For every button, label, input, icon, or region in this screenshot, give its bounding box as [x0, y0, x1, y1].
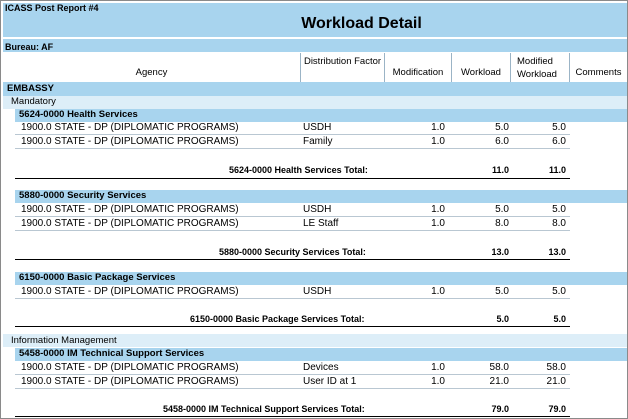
- table-cell-modification: 1.0: [431, 218, 445, 229]
- table-cell-modification: 1.0: [431, 362, 445, 373]
- service-total-modified: 13.0: [548, 247, 566, 257]
- category-title: Mandatory: [11, 96, 56, 107]
- bureau-band: [3, 39, 627, 52]
- table-cell-modification: 1.0: [431, 204, 445, 215]
- table-cell-agency: 1900.0 STATE - DP (DIPLOMATIC PROGRAMS): [21, 204, 239, 215]
- table-cell-factor: Family: [303, 136, 333, 147]
- column-header-agency: Agency: [135, 67, 168, 78]
- column-header-comments: Comments: [575, 67, 622, 78]
- service-total-workload: 11.0: [491, 165, 509, 175]
- table-cell-workload: 8.0: [495, 218, 509, 229]
- service-total-workload: 13.0: [491, 247, 509, 257]
- category-band: [3, 96, 627, 109]
- service-total-label: 5458-0000 IM Technical Support Services …: [163, 404, 365, 414]
- page-title: Workload Detail: [301, 15, 422, 32]
- table-cell-agency: 1900.0 STATE - DP (DIPLOMATIC PROGRAMS): [21, 376, 239, 387]
- column-header-modification: Modification: [392, 67, 444, 78]
- group-title: EMBASSY: [7, 83, 54, 94]
- table-cell-agency: 1900.0 STATE - DP (DIPLOMATIC PROGRAMS): [21, 286, 239, 297]
- service-band: [15, 109, 627, 122]
- total-divider: [15, 259, 570, 260]
- service-total-modified: 79.0: [548, 404, 566, 414]
- table-cell-modified-workload: 5.0: [552, 286, 566, 297]
- service-title: 5458-0000 IM Technical Support Services: [19, 348, 205, 359]
- group-band: [3, 82, 627, 96]
- row-divider: [15, 298, 570, 299]
- service-total-label: 5880-0000 Security Services Total:: [219, 247, 366, 257]
- table-cell-factor: User ID at 1: [303, 376, 357, 387]
- table-cell-agency: 1900.0 STATE - DP (DIPLOMATIC PROGRAMS): [21, 218, 239, 229]
- bureau-label: Bureau: AF: [5, 42, 54, 52]
- table-cell-workload: 5.0: [495, 204, 509, 215]
- service-total-label: 6150-0000 Basic Package Services Total:: [190, 314, 365, 324]
- column-divider: [510, 53, 511, 83]
- table-cell-modified-workload: 21.0: [546, 376, 566, 387]
- table-cell-workload: 5.0: [495, 286, 509, 297]
- table-cell-workload: 21.0: [489, 376, 509, 387]
- table-cell-modification: 1.0: [431, 122, 445, 133]
- table-cell-modification: 1.0: [431, 376, 445, 387]
- table-cell-agency: 1900.0 STATE - DP (DIPLOMATIC PROGRAMS): [21, 362, 239, 373]
- table-cell-modified-workload: 58.0: [546, 362, 566, 373]
- service-total-workload: 5.0: [496, 314, 509, 324]
- service-band: [15, 190, 627, 203]
- service-total-label: 5624-0000 Health Services Total:: [229, 165, 368, 175]
- category-band: [3, 334, 627, 347]
- table-cell-modified-workload: 5.0: [552, 204, 566, 215]
- row-divider: [15, 388, 570, 389]
- table-cell-workload: 6.0: [495, 136, 509, 147]
- table-cell-modification: 1.0: [431, 286, 445, 297]
- service-title: 5880-0000 Security Services: [19, 190, 147, 201]
- service-total-workload: 79.0: [491, 404, 509, 414]
- table-cell-factor: Devices: [303, 362, 339, 373]
- table-cell-agency: 1900.0 STATE - DP (DIPLOMATIC PROGRAMS): [21, 136, 239, 147]
- column-divider: [300, 53, 301, 83]
- table-cell-workload: 58.0: [489, 362, 509, 373]
- column-header-modified-workload: Modified Workload: [517, 56, 557, 80]
- service-total-modified: 11.0: [548, 165, 566, 175]
- title-band: [3, 3, 627, 37]
- row-divider: [15, 216, 570, 217]
- column-divider: [451, 53, 452, 83]
- category-title: Information Management: [11, 335, 117, 346]
- table-cell-workload: 5.0: [495, 122, 509, 133]
- column-divider: [384, 53, 385, 83]
- column-divider: [569, 53, 570, 83]
- service-title: 5624-0000 Health Services: [19, 109, 138, 120]
- service-band: [15, 272, 627, 285]
- table-cell-factor: USDH: [303, 204, 332, 215]
- table-cell-modified-workload: 8.0: [552, 218, 566, 229]
- report-label: ICASS Post Report #4: [5, 3, 99, 13]
- table-cell-modified-workload: 5.0: [552, 122, 566, 133]
- row-divider: [15, 374, 570, 375]
- table-cell-factor: LE Staff: [303, 218, 339, 229]
- table-cell-factor: USDH: [303, 286, 332, 297]
- table-cell-agency: 1900.0 STATE - DP (DIPLOMATIC PROGRAMS): [21, 122, 239, 133]
- table-cell-factor: USDH: [303, 122, 332, 133]
- service-band: [15, 348, 627, 361]
- table-cell-modification: 1.0: [431, 136, 445, 147]
- table-cell-modified-workload: 6.0: [552, 136, 566, 147]
- row-divider: [15, 148, 570, 149]
- column-header-distribution-factor: Distribution Factor: [303, 56, 382, 67]
- total-divider: [15, 326, 570, 327]
- total-divider: [15, 416, 570, 417]
- row-divider: [15, 134, 570, 135]
- row-divider: [15, 230, 570, 231]
- column-header-workload: Workload: [461, 67, 501, 78]
- total-divider: [15, 178, 570, 179]
- service-title: 6150-0000 Basic Package Services: [19, 272, 176, 283]
- service-total-modified: 5.0: [553, 314, 566, 324]
